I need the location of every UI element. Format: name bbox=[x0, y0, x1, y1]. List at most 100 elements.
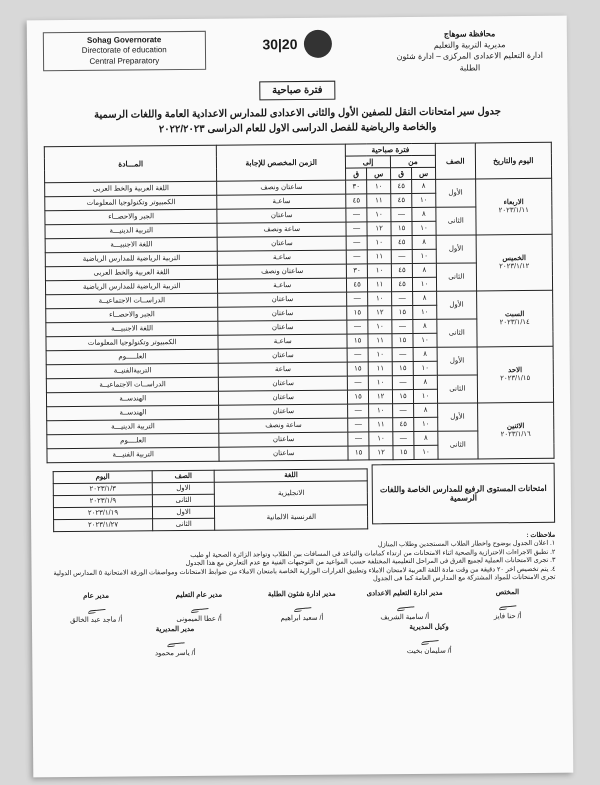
header-right: محافظة سوهاج مديرية التربية والتعليم ادا… bbox=[388, 28, 551, 74]
signature: مدير ادارة شئون الطلبةــــﮯأ/ سعيد ابراه… bbox=[253, 590, 350, 623]
signatures-row-1: المختصــــﮯأ/ حنا فايزمدير ادارة التعليم… bbox=[48, 588, 556, 624]
cell-to_h: ١٠ bbox=[367, 235, 391, 249]
cell-from_h: ١٠ bbox=[413, 361, 437, 375]
cell-from_m: — bbox=[392, 319, 413, 333]
cell-dur: ساعتان ونصف bbox=[218, 264, 347, 279]
cell-from_m: ١٥ bbox=[392, 305, 413, 319]
cell-from_m: ١٥ bbox=[392, 333, 413, 347]
signature: مدير المديريةــــﮯأ/ ياسر محمود bbox=[99, 625, 252, 658]
cell-to_h: ١٠ bbox=[369, 431, 393, 445]
header: محافظة سوهاج مديرية التربية والتعليم ادا… bbox=[43, 28, 551, 77]
cell-subj: التربية الدينيـــة bbox=[47, 419, 220, 435]
cell-to_m: — bbox=[347, 320, 368, 334]
cell-dur: ساعتان bbox=[219, 446, 348, 461]
cell-grade: الثانى bbox=[438, 431, 478, 459]
cell-to_m: — bbox=[346, 222, 367, 236]
cell: الاول bbox=[152, 482, 215, 495]
cell-from_m: ٤٥ bbox=[391, 263, 412, 277]
cell-to_m: — bbox=[346, 208, 367, 222]
cell-to_h: ١٠ bbox=[367, 179, 391, 193]
cell-day: الخميس٢٠٢٣/١/١٢ bbox=[476, 234, 553, 291]
col-from-h: س bbox=[412, 167, 436, 179]
page-title: جدول سير امتحانات النقل للصفين الأول وال… bbox=[43, 104, 551, 138]
year-logo: 20|30 bbox=[262, 36, 297, 52]
cell-from_h: ١٠ bbox=[414, 445, 438, 459]
cell-dur: ساعتان bbox=[217, 208, 346, 223]
cell-from_h: ١٠ bbox=[414, 389, 438, 403]
cell: الاول bbox=[152, 506, 215, 519]
cell-to_m: — bbox=[346, 236, 367, 250]
cell-dur: ساعتان bbox=[218, 236, 347, 251]
cell-from_h: ٨ bbox=[412, 263, 436, 277]
cell-from_m: ٤٥ bbox=[393, 417, 414, 431]
cell-to_m: ٤٥ bbox=[346, 194, 367, 208]
dept-name: ادارة التعليم الاعدادى المركزى – ادارة ش… bbox=[388, 50, 551, 74]
cell-dur: ساعتان bbox=[218, 306, 347, 321]
cell-from_m: — bbox=[392, 291, 413, 305]
cell-from_h: ١٠ bbox=[413, 277, 437, 291]
cell-to_m: ١٥ bbox=[347, 334, 368, 348]
cell-to_m: — bbox=[348, 432, 369, 446]
cell-to_m: — bbox=[347, 348, 368, 362]
cell-from_h: ١٠ bbox=[414, 417, 438, 431]
cell-subj: اللغة العربية والخط العربى bbox=[45, 181, 218, 197]
cell-to_h: ١٠ bbox=[368, 375, 392, 389]
cell-from_h: ١٠ bbox=[412, 249, 436, 263]
cell-from_m: ١٥ bbox=[391, 221, 412, 235]
header-left: Sohag Governorate Directorate of educati… bbox=[43, 31, 206, 72]
cell-to_m: — bbox=[347, 376, 368, 390]
cell-to_m: — bbox=[347, 292, 368, 306]
cell-to_h: ١١ bbox=[368, 333, 392, 347]
cell-from_m: — bbox=[393, 431, 414, 445]
cell-to_m: ٣٠ bbox=[346, 264, 367, 278]
cell-from_m: — bbox=[393, 403, 414, 417]
cell-grade: الأول bbox=[437, 403, 477, 431]
cell-from_m: ١٥ bbox=[393, 445, 414, 459]
cell-dur: ساعتان ونصف bbox=[217, 180, 346, 195]
cell-from_h: ١٠ bbox=[412, 193, 436, 207]
notes-title: ملاحظات : bbox=[526, 532, 555, 539]
cell-to_h: ١٢ bbox=[369, 445, 393, 459]
cell-subj: العلـــــوم bbox=[46, 349, 219, 365]
cell-from_m: ١٥ bbox=[392, 389, 413, 403]
col-to: إلى bbox=[345, 155, 390, 167]
col-from: من bbox=[390, 155, 435, 167]
cell: ٢٠٢٣/١/١٩ bbox=[54, 507, 153, 520]
cell-from_m: ٤٥ bbox=[391, 193, 412, 207]
col-period: فترة صباحية bbox=[345, 143, 435, 156]
cell-subj: الجبر والاحصــاء bbox=[46, 307, 219, 323]
cell-day: الاثنين٢٠٢٣/١/١٦ bbox=[477, 402, 554, 459]
cell-subj: اللغة الاجنبيـــة bbox=[45, 237, 218, 253]
signature: وكيل المديريةــــﮯأ/ سليمان بخيت bbox=[353, 623, 506, 656]
dept-en: Central Preparatory bbox=[48, 56, 201, 68]
cell-to_h: ١٢ bbox=[369, 389, 393, 403]
cell-grade: الثانى bbox=[437, 375, 477, 403]
cell-to_h: ١٠ bbox=[368, 347, 392, 361]
cell: ٢٠٢٣/١/٣ bbox=[53, 483, 152, 496]
cell: الثانى bbox=[152, 518, 215, 531]
cell-grade: الثانى bbox=[436, 207, 476, 235]
cell-to_m: ١٥ bbox=[347, 362, 368, 376]
cell-subj: التربيةالفنيــة bbox=[46, 363, 219, 379]
cell-dur: ساعـة bbox=[218, 334, 347, 349]
col-to-m: ق bbox=[346, 168, 367, 180]
col-subject: المـــادة bbox=[44, 145, 217, 183]
cell-subj: التربية الدينيـــة bbox=[45, 223, 218, 239]
signature: مدير عام التعليمــــﮯأ/ عطا الميمونى bbox=[151, 591, 248, 624]
cell-subj: الجبر والاحصــاء bbox=[45, 209, 218, 225]
cell-dur: ساعـة bbox=[218, 250, 347, 265]
cell-grade: الأول bbox=[436, 235, 476, 263]
cell-from_h: ١٠ bbox=[413, 333, 437, 347]
cell-to_h: ١٢ bbox=[367, 221, 391, 235]
cell-to_h: ١٠ bbox=[368, 263, 392, 277]
cell-to_h: ١١ bbox=[367, 249, 391, 263]
cell-from_h: ٨ bbox=[412, 179, 436, 193]
cell-to_m: ١٥ bbox=[347, 306, 368, 320]
cell-dur: ساعتان bbox=[219, 432, 348, 447]
side-info-box: امتحانات المستوى الرفيع للمدارس الخاصة و… bbox=[372, 463, 555, 525]
cell-to_h: ١٠ bbox=[368, 319, 392, 333]
cell-subj: الكمبيوتر وتكنولوجيا المعلومات bbox=[46, 335, 219, 351]
cell-to_m: ٤٥ bbox=[347, 278, 368, 292]
note-line: ٤. يتم تخصيص اخر ٢٠ دقيقة من وقت مادة ال… bbox=[48, 565, 556, 586]
cell-lang: الانجليزية bbox=[215, 481, 368, 506]
